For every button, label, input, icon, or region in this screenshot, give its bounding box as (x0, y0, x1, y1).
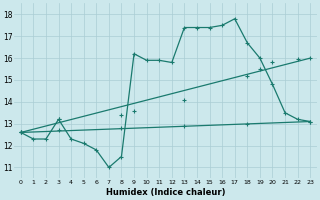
X-axis label: Humidex (Indice chaleur): Humidex (Indice chaleur) (106, 188, 225, 197)
